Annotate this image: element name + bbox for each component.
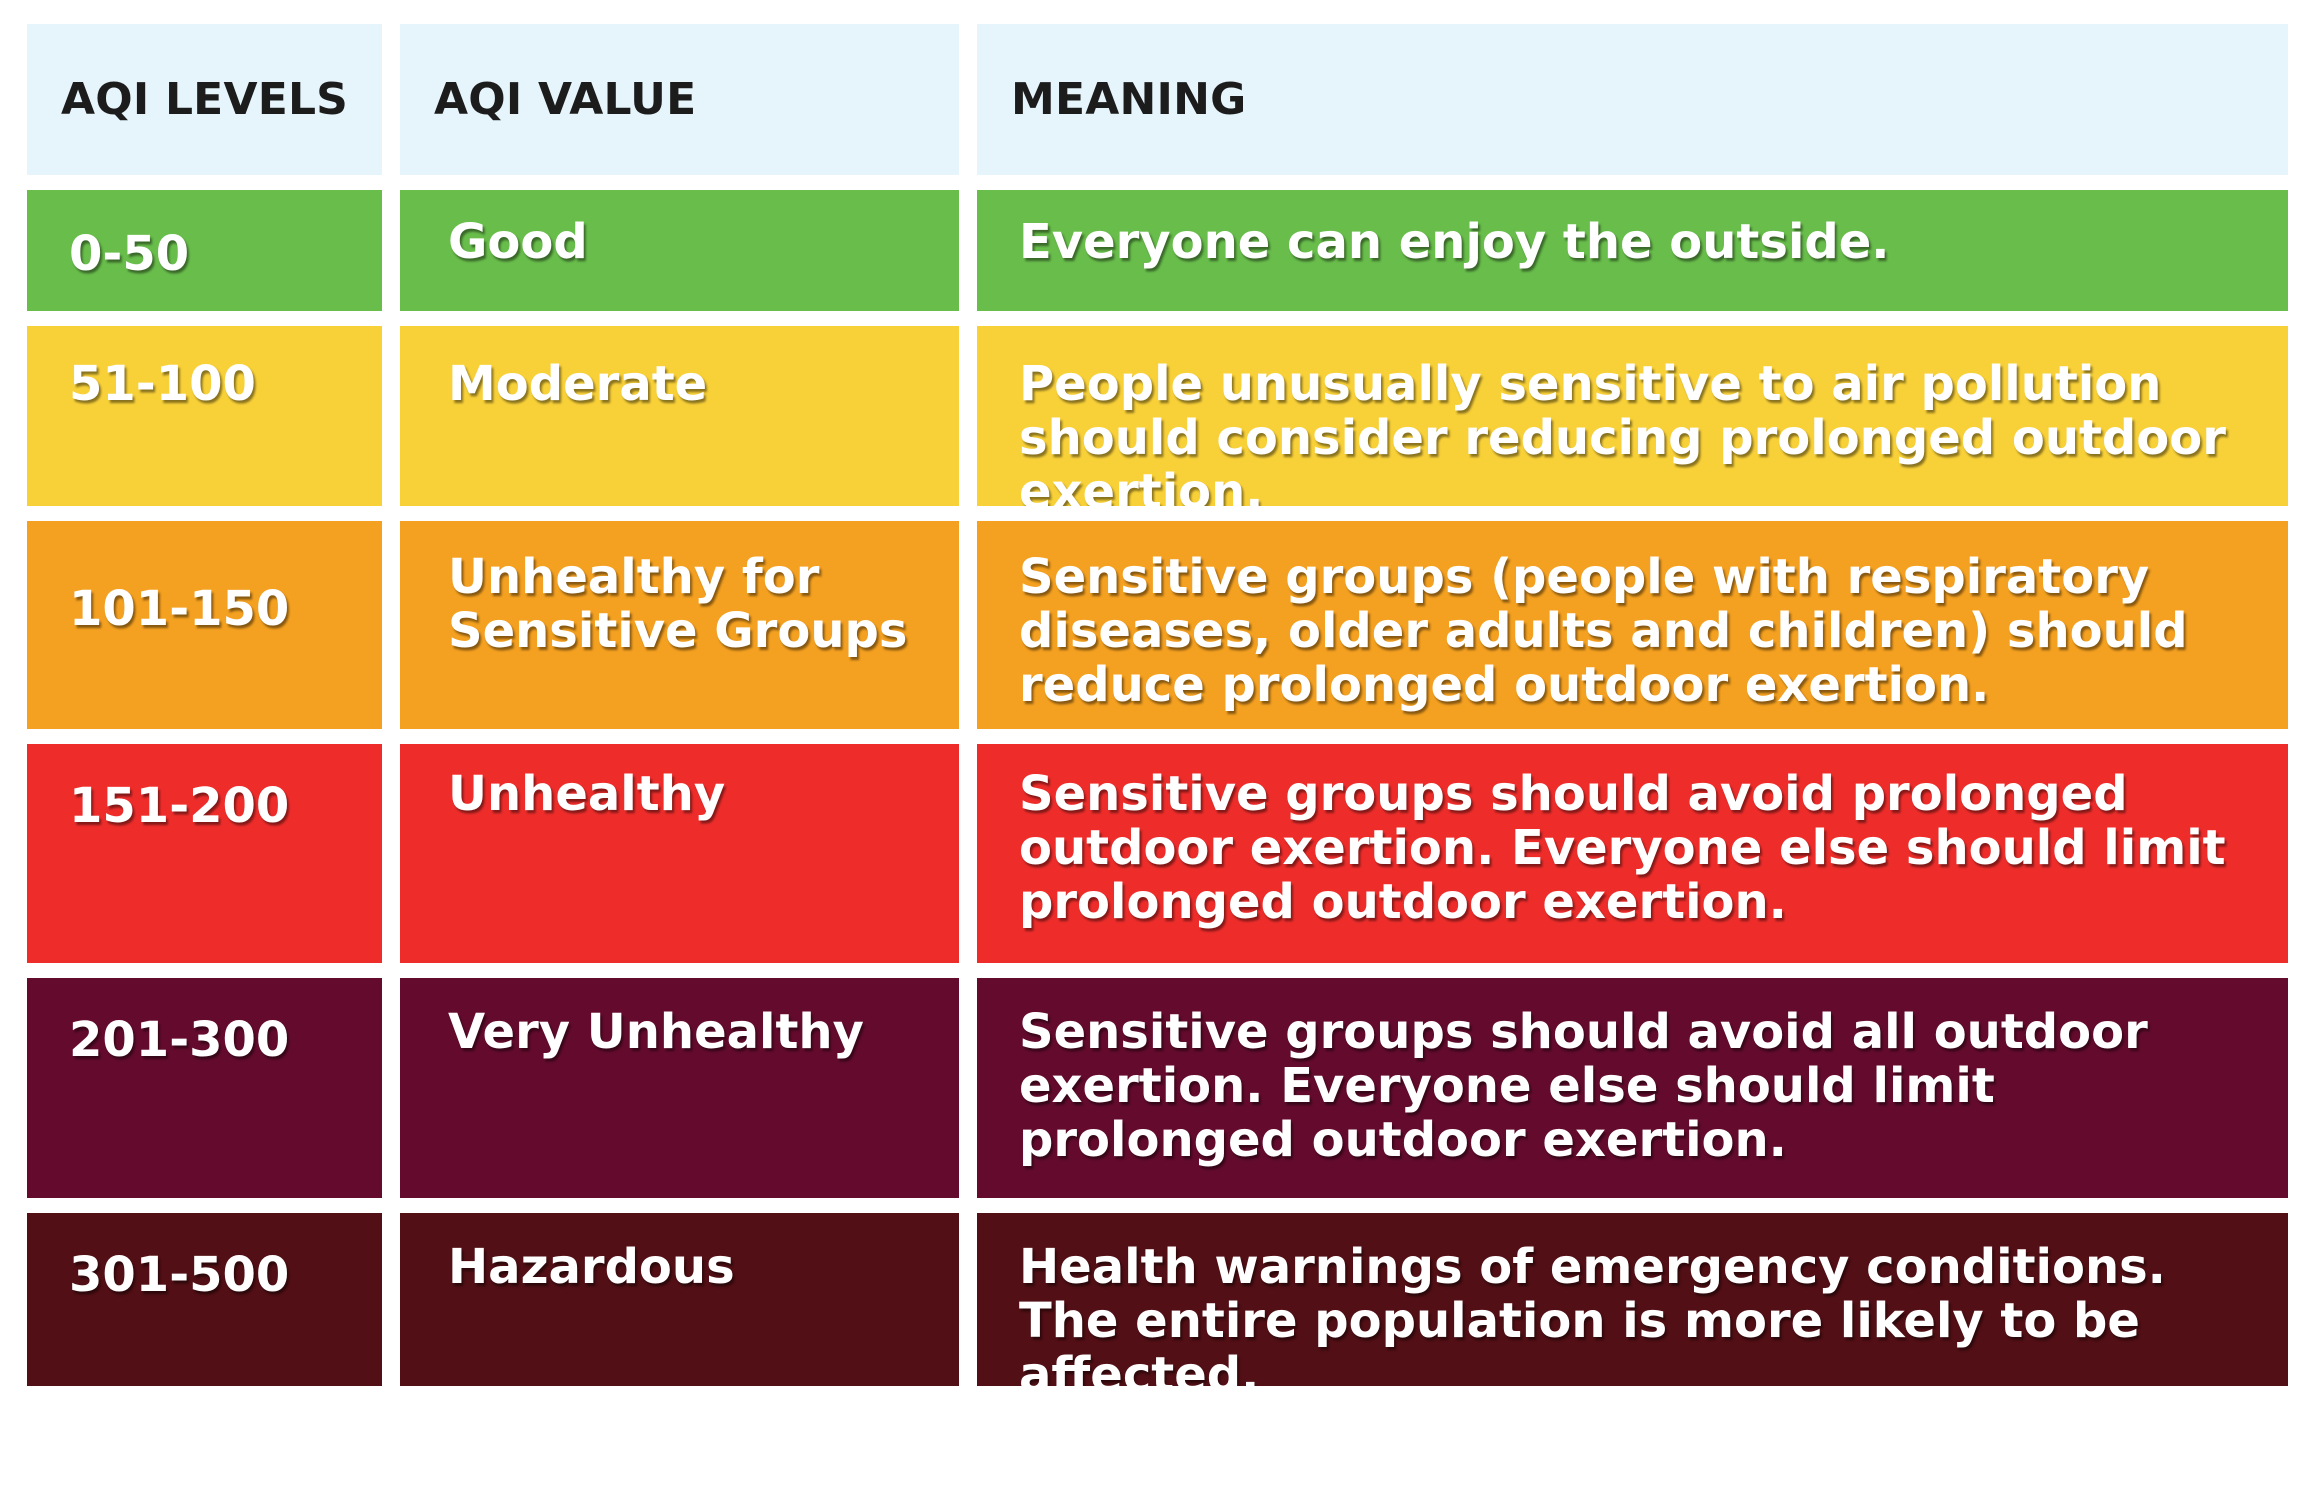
aqi-meaning-cell: People unusually sensitive to air pollut… [977, 326, 2288, 506]
aqi-level-text: 201-300 [69, 1012, 290, 1068]
aqi-meaning-text: Sensitive groups (people with respirator… [1019, 549, 2188, 713]
aqi-level-text: 51-100 [69, 356, 256, 412]
aqi-level-cell: 51-100 [27, 326, 382, 506]
aqi-value-text: Unhealthy [448, 766, 726, 822]
aqi-value-cell: Unhealthy [400, 744, 959, 963]
aqi-value-text: Very Unhealthy [448, 1004, 864, 1060]
aqi-level-text: 301-500 [69, 1247, 290, 1303]
aqi-meaning-text: Sensitive groups should avoid all outdoo… [1019, 1004, 2148, 1168]
header-aqi-value: AQI VALUE [400, 24, 959, 175]
header-meaning: MEANING [977, 24, 2288, 175]
aqi-level-text: 151-200 [69, 778, 290, 834]
aqi-value-text: Moderate [448, 356, 708, 412]
aqi-level-text: 101-150 [69, 581, 290, 637]
aqi-meaning-text: Sensitive groups should avoid prolonged … [1019, 766, 2226, 930]
aqi-value-cell: Unhealthy for Sensitive Groups [400, 521, 959, 729]
header-meaning-label: MEANING [1011, 73, 1247, 125]
aqi-meaning-cell: Health warnings of emergency conditions.… [977, 1213, 2288, 1386]
header-aqi-value-label: AQI VALUE [434, 73, 697, 125]
aqi-meaning-text: Everyone can enjoy the outside. [1019, 214, 1890, 270]
aqi-value-text: Good [448, 214, 588, 270]
header-aqi-levels-label: AQI LEVELS [61, 73, 349, 125]
aqi-value-text: Unhealthy for Sensitive Groups [448, 549, 908, 659]
aqi-meaning-cell: Sensitive groups (people with respirator… [977, 521, 2288, 729]
aqi-level-cell: 301-500 [27, 1213, 382, 1386]
aqi-meaning-cell: Everyone can enjoy the outside. [977, 190, 2288, 311]
aqi-table: AQI LEVELS AQI VALUE MEANING 0-50 Good E… [27, 24, 2288, 1386]
aqi-level-cell: 101-150 [27, 521, 382, 729]
aqi-value-text: Hazardous [448, 1239, 735, 1295]
aqi-meaning-text: Health warnings of emergency conditions.… [1019, 1239, 2166, 1386]
aqi-level-cell: 151-200 [27, 744, 382, 963]
aqi-meaning-cell: Sensitive groups should avoid all outdoo… [977, 978, 2288, 1198]
aqi-value-cell: Very Unhealthy [400, 978, 959, 1198]
aqi-level-cell: 0-50 [27, 190, 382, 311]
aqi-value-cell: Hazardous [400, 1213, 959, 1386]
aqi-level-text: 0-50 [69, 226, 190, 282]
aqi-level-cell: 201-300 [27, 978, 382, 1198]
aqi-meaning-cell: Sensitive groups should avoid prolonged … [977, 744, 2288, 963]
aqi-meaning-text: People unusually sensitive to air pollut… [1019, 356, 2226, 506]
header-aqi-levels: AQI LEVELS [27, 24, 382, 175]
aqi-value-cell: Moderate [400, 326, 959, 506]
aqi-value-cell: Good [400, 190, 959, 311]
